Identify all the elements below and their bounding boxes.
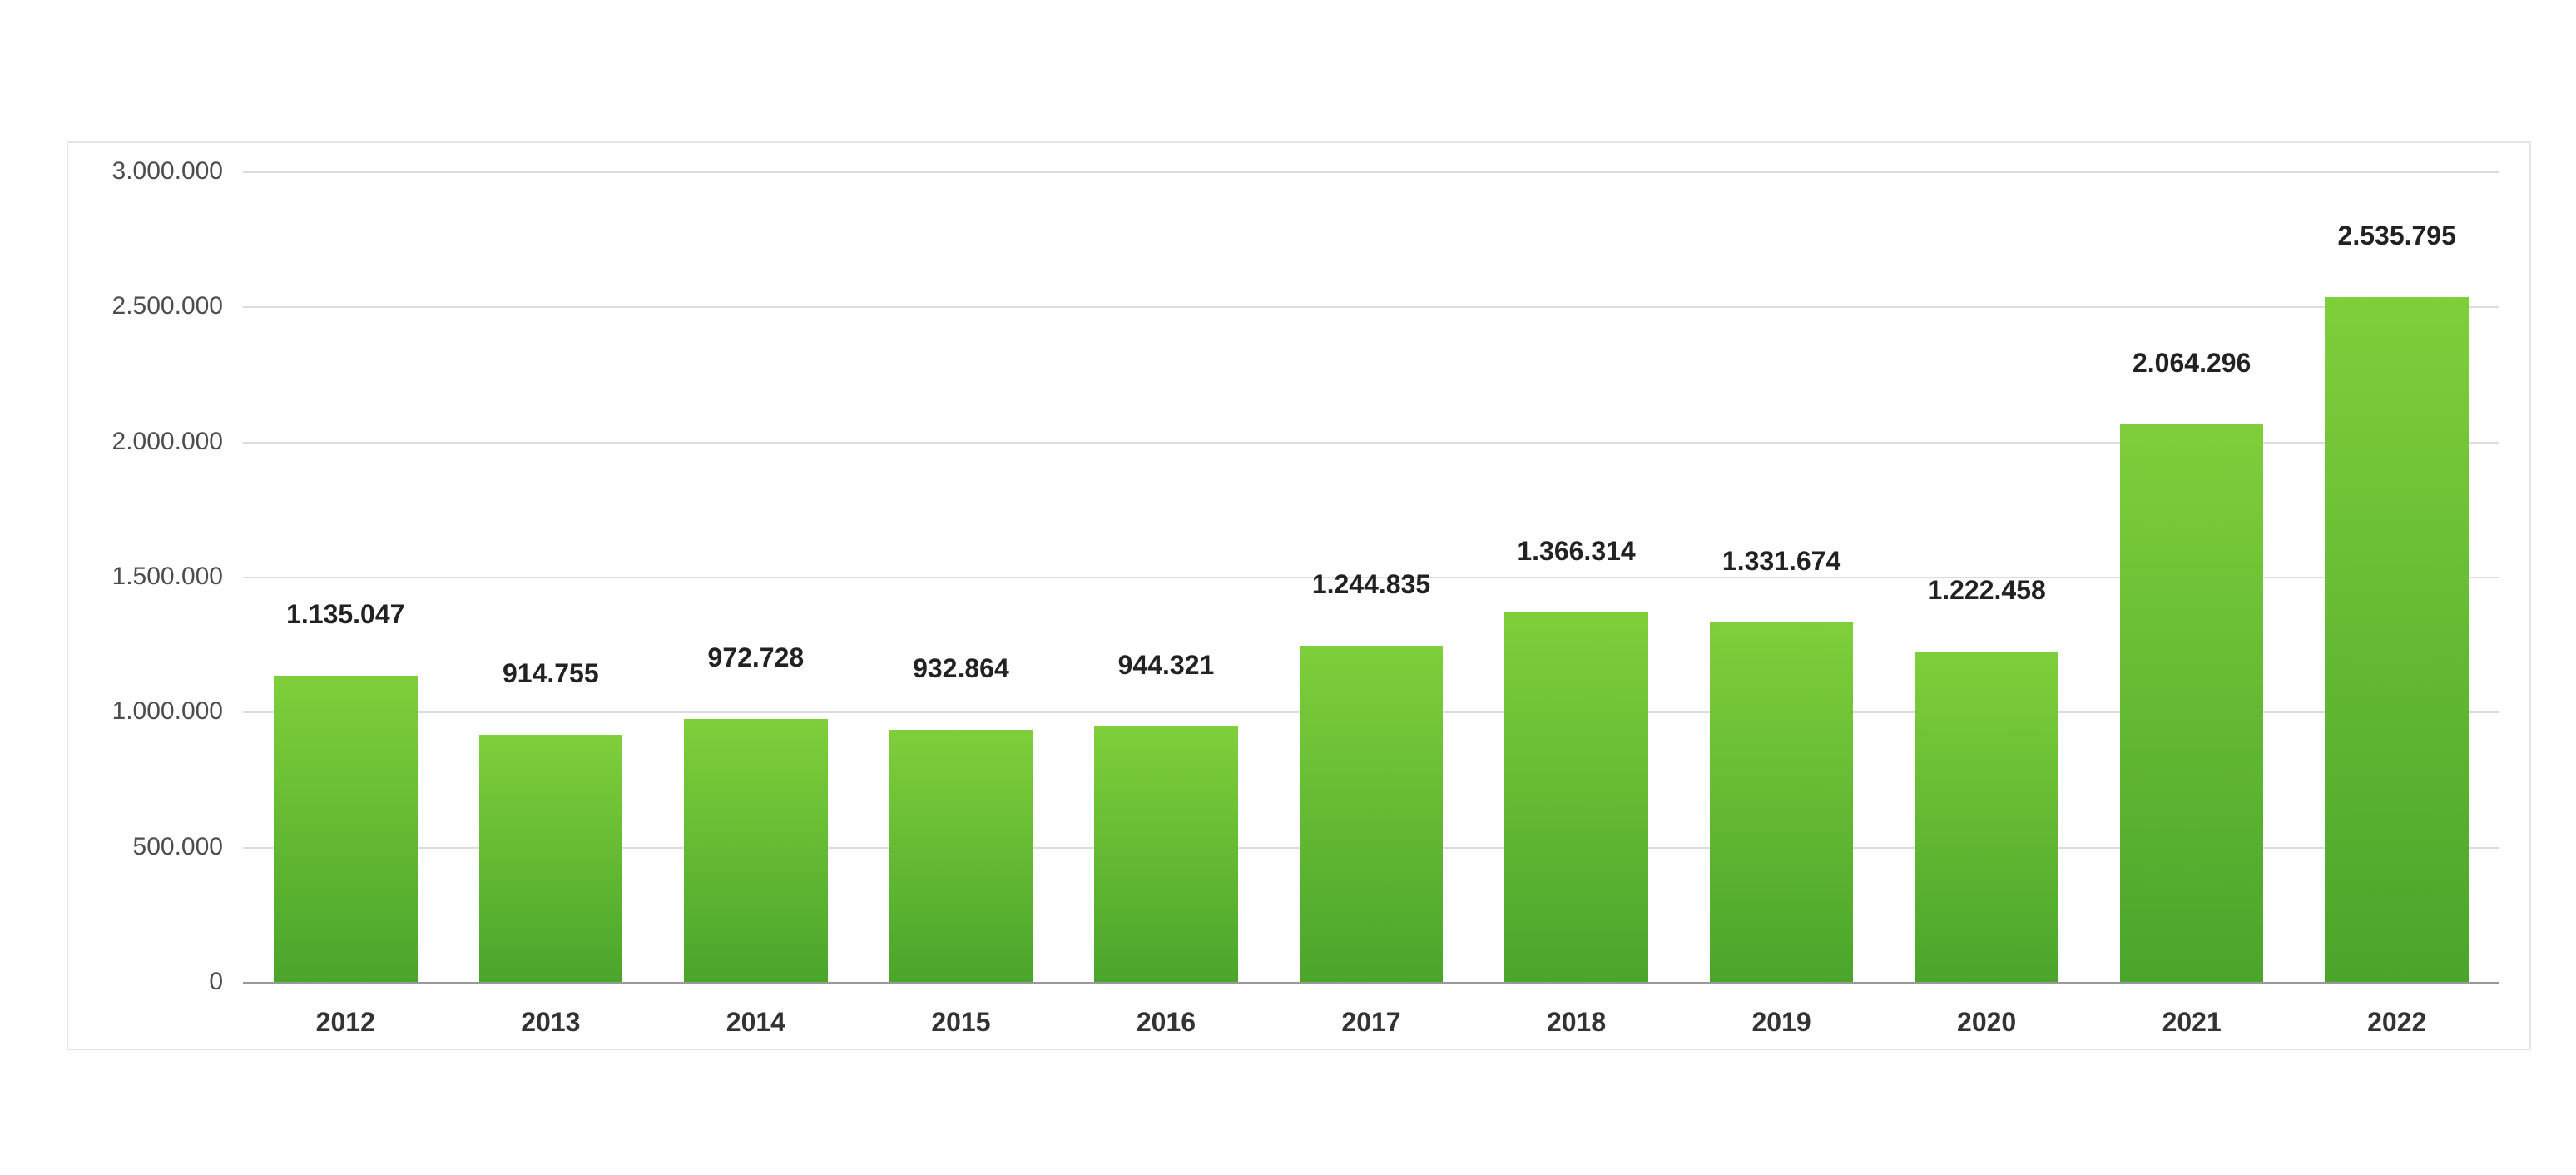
bar (2120, 424, 2264, 982)
bar-value-label: 972.728 (708, 642, 805, 673)
bar-value-label: 1.244.835 (1312, 569, 1430, 600)
chart-frame: 0 500.000 1.000.000 1.500.000 2.000.000 2.500… (67, 141, 2531, 1050)
plot-area: 0500.0001.000.0001.500.0002.000.0002.500… (243, 171, 2499, 982)
bar (1504, 612, 1648, 982)
ytick-label: 1.500.000 (112, 563, 243, 591)
axis-baseline (243, 982, 2499, 984)
gridline (243, 171, 2499, 173)
xtick-label: 2017 (1341, 1007, 1400, 1038)
bar (1094, 726, 1238, 982)
ytick-label: 0 (209, 968, 243, 996)
gridline (243, 306, 2499, 308)
xtick-label: 2016 (1137, 1007, 1196, 1038)
bar-value-label: 1.331.674 (1722, 546, 1840, 577)
xtick-label: 2012 (316, 1007, 375, 1038)
ytick-label: 500.000 (133, 833, 243, 861)
bar-value-label: 2.064.296 (2133, 348, 2251, 379)
bar (1300, 646, 1444, 982)
bar-value-label: 944.321 (1118, 650, 1215, 681)
bar-value-label: 1.135.047 (286, 599, 404, 630)
bar-value-label: 1.222.458 (1927, 575, 2045, 606)
xtick-label: 2018 (1547, 1007, 1606, 1038)
ytick-label: 3.000.000 (112, 157, 243, 186)
bar (1710, 622, 1854, 982)
bar-value-label: 914.755 (503, 658, 599, 689)
bar-value-label: 2.535.795 (2338, 221, 2456, 251)
ytick-label: 2.000.000 (112, 428, 243, 456)
xtick-label: 2022 (2367, 1007, 2426, 1038)
bar (684, 719, 828, 982)
bar-value-label: 1.366.314 (1517, 536, 1635, 567)
bar (1915, 652, 2058, 982)
chart-canvas: 0 500.000 1.000.000 1.500.000 2.000.000 2.500… (0, 0, 2576, 1175)
bar (2325, 297, 2469, 982)
xtick-label: 2013 (521, 1007, 580, 1038)
bar-value-label: 932.864 (913, 653, 1009, 684)
xtick-label: 2019 (1751, 1007, 1811, 1038)
xtick-label: 2021 (2162, 1007, 2222, 1038)
bar (274, 676, 418, 983)
ytick-label: 1.000.000 (112, 697, 243, 726)
xtick-label: 2015 (931, 1007, 990, 1038)
bar (479, 735, 623, 982)
xtick-label: 2020 (1957, 1007, 2016, 1038)
bar (889, 730, 1033, 982)
ytick-label: 2.500.000 (112, 292, 243, 320)
xtick-label: 2014 (726, 1007, 785, 1038)
